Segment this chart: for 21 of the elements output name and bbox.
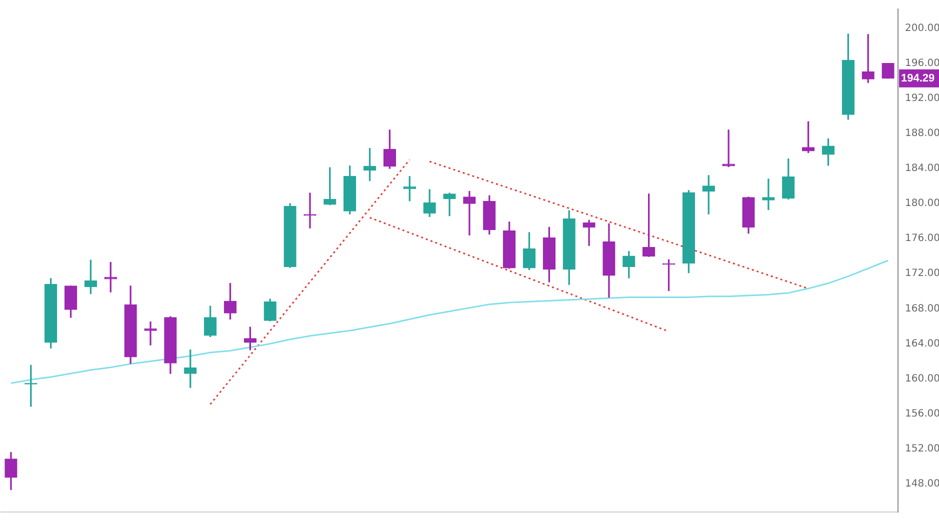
y-tick-label: 184.00 bbox=[905, 163, 939, 174]
y-tick-label: 148.00 bbox=[905, 478, 939, 490]
y-tick-label: 152.00 bbox=[905, 444, 939, 454]
candlestick bbox=[443, 192, 456, 216]
candlestick bbox=[582, 220, 596, 246]
y-tick-label: 188.00 bbox=[905, 128, 939, 140]
candlestick bbox=[762, 178, 775, 210]
y-tick-label: 160.00 bbox=[905, 373, 939, 384]
y-tick-label: 180.00 bbox=[905, 198, 939, 210]
y-tick-label: 156.00 bbox=[905, 408, 939, 420]
text: 194.29 bbox=[901, 72, 935, 84]
candlestick bbox=[463, 190, 476, 236]
y-tick-label: 176.00 bbox=[905, 233, 939, 244]
candlestick bbox=[304, 192, 316, 228]
y-tick-label: 168.00 bbox=[905, 303, 939, 314]
y-tick-label: 164.00 bbox=[905, 338, 939, 350]
y-tick-label: 172.00 bbox=[905, 268, 939, 280]
y-tick-label: 196.00 bbox=[905, 58, 939, 69]
candlestick bbox=[722, 130, 735, 168]
y-tick-label: 200.00 bbox=[905, 22, 939, 34]
y-tick-label: 192.00 bbox=[905, 92, 939, 104]
